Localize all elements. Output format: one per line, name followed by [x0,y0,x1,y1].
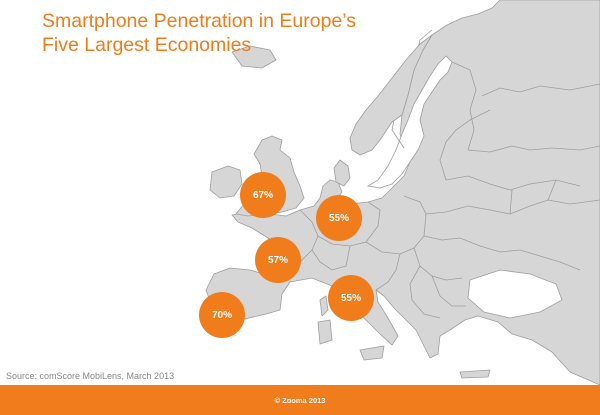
copyright-text: © Zooma 2013 [274,395,326,405]
norway [349,34,433,156]
baltic-sea [366,55,453,189]
black-sea [467,269,563,319]
spain-penetration-marker: 70% [199,292,245,338]
ireland [209,165,243,199]
uk-penetration-value: 67% [252,189,273,201]
uk-penetration-marker: 67% [240,172,286,218]
france-penetration-marker: 57% [255,237,301,283]
title-line-1: Smartphone Penetration in Europe’s [42,10,357,32]
map-title: Smartphone Penetration in Europe’s Five … [42,9,362,57]
iceland [231,45,277,69]
sardinia [317,319,333,345]
italy-penetration-marker: 55% [328,275,374,321]
germany-penetration-value: 55% [328,212,349,224]
source-note: Source: comScore MobiLens, March 2013 [6,371,175,381]
sicily [359,345,385,361]
italy-penetration-value: 55% [340,292,361,304]
crete [459,369,491,379]
corsica [319,295,329,317]
title-line-2: Five Largest Economies [42,34,252,56]
country-borders [281,83,600,319]
germany-penetration-marker: 55% [316,195,362,241]
spain-penetration-value: 70% [211,309,232,321]
footer-bar: © Zooma 2013 [0,385,600,415]
denmark [333,159,351,187]
france-penetration-value: 57% [267,254,288,266]
